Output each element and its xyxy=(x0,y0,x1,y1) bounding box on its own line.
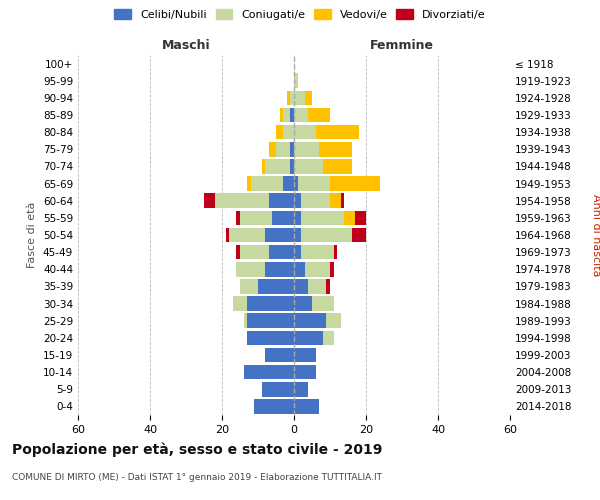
Bar xyxy=(244,314,247,328)
Bar xyxy=(312,296,334,311)
Bar xyxy=(294,159,323,174)
Bar xyxy=(330,194,341,208)
Bar xyxy=(319,142,352,156)
Bar xyxy=(301,245,334,260)
Bar xyxy=(294,210,301,225)
Bar xyxy=(290,159,294,174)
Legend: Celibi/Nubili, Coniugati/e, Vedovi/e, Divorziati/e: Celibi/Nubili, Coniugati/e, Vedovi/e, Di… xyxy=(111,6,489,23)
Text: Maschi: Maschi xyxy=(161,40,211,52)
Bar xyxy=(305,90,312,105)
Bar xyxy=(294,314,326,328)
Bar xyxy=(229,228,265,242)
Bar xyxy=(269,194,294,208)
Bar xyxy=(240,279,258,293)
Bar xyxy=(294,176,298,191)
Bar xyxy=(236,262,265,276)
Bar xyxy=(265,159,290,174)
Bar xyxy=(301,228,352,242)
Bar xyxy=(290,90,294,105)
Bar xyxy=(265,348,294,362)
Bar xyxy=(294,90,305,105)
Bar xyxy=(298,176,330,191)
Bar xyxy=(305,262,330,276)
Bar xyxy=(294,262,305,276)
Bar xyxy=(352,228,366,242)
Bar xyxy=(344,210,355,225)
Bar xyxy=(294,279,308,293)
Bar xyxy=(355,210,366,225)
Bar xyxy=(341,194,344,208)
Bar xyxy=(258,279,294,293)
Bar xyxy=(290,142,294,156)
Bar xyxy=(262,159,265,174)
Bar xyxy=(236,210,240,225)
Bar xyxy=(240,210,272,225)
Bar xyxy=(247,296,294,311)
Bar xyxy=(247,330,294,345)
Bar xyxy=(294,194,301,208)
Bar xyxy=(251,176,283,191)
Bar xyxy=(301,194,330,208)
Bar xyxy=(294,108,308,122)
Bar xyxy=(283,108,290,122)
Bar xyxy=(265,262,294,276)
Bar xyxy=(204,194,215,208)
Bar xyxy=(244,365,294,380)
Bar xyxy=(294,142,319,156)
Bar xyxy=(294,330,323,345)
Bar xyxy=(326,314,341,328)
Bar xyxy=(236,245,240,260)
Bar xyxy=(301,210,344,225)
Bar xyxy=(269,142,276,156)
Bar xyxy=(316,125,359,140)
Y-axis label: Anni di nascita: Anni di nascita xyxy=(591,194,600,276)
Text: Popolazione per età, sesso e stato civile - 2019: Popolazione per età, sesso e stato civil… xyxy=(12,442,382,457)
Bar xyxy=(294,365,316,380)
Bar xyxy=(294,228,301,242)
Bar xyxy=(226,228,229,242)
Bar xyxy=(294,382,308,396)
Bar xyxy=(294,74,298,88)
Bar xyxy=(308,108,330,122)
Bar xyxy=(330,176,380,191)
Bar xyxy=(308,279,326,293)
Bar xyxy=(290,108,294,122)
Bar xyxy=(294,399,319,413)
Bar xyxy=(294,125,316,140)
Bar xyxy=(326,279,330,293)
Bar xyxy=(233,296,247,311)
Bar xyxy=(247,176,251,191)
Bar xyxy=(265,228,294,242)
Bar xyxy=(276,142,290,156)
Text: COMUNE DI MIRTO (ME) - Dati ISTAT 1° gennaio 2019 - Elaborazione TUTTITALIA.IT: COMUNE DI MIRTO (ME) - Dati ISTAT 1° gen… xyxy=(12,472,382,482)
Bar xyxy=(272,210,294,225)
Bar xyxy=(269,245,294,260)
Bar xyxy=(294,348,316,362)
Y-axis label: Fasce di età: Fasce di età xyxy=(28,202,37,268)
Bar xyxy=(276,125,283,140)
Bar xyxy=(294,245,301,260)
Text: Femmine: Femmine xyxy=(370,40,434,52)
Bar xyxy=(280,108,283,122)
Bar xyxy=(330,262,334,276)
Bar xyxy=(215,194,269,208)
Bar xyxy=(262,382,294,396)
Bar xyxy=(334,245,337,260)
Bar xyxy=(247,314,294,328)
Bar xyxy=(323,159,352,174)
Bar xyxy=(254,399,294,413)
Bar xyxy=(287,90,290,105)
Bar xyxy=(323,330,334,345)
Bar xyxy=(294,296,312,311)
Bar xyxy=(283,176,294,191)
Bar xyxy=(283,125,294,140)
Bar xyxy=(240,245,269,260)
